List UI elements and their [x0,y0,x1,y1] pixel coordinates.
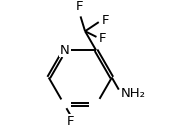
Text: F: F [67,115,74,128]
Text: F: F [76,0,83,13]
Text: N: N [60,44,69,57]
Text: F: F [99,32,106,45]
Text: F: F [102,14,109,27]
Text: NH₂: NH₂ [121,87,146,100]
